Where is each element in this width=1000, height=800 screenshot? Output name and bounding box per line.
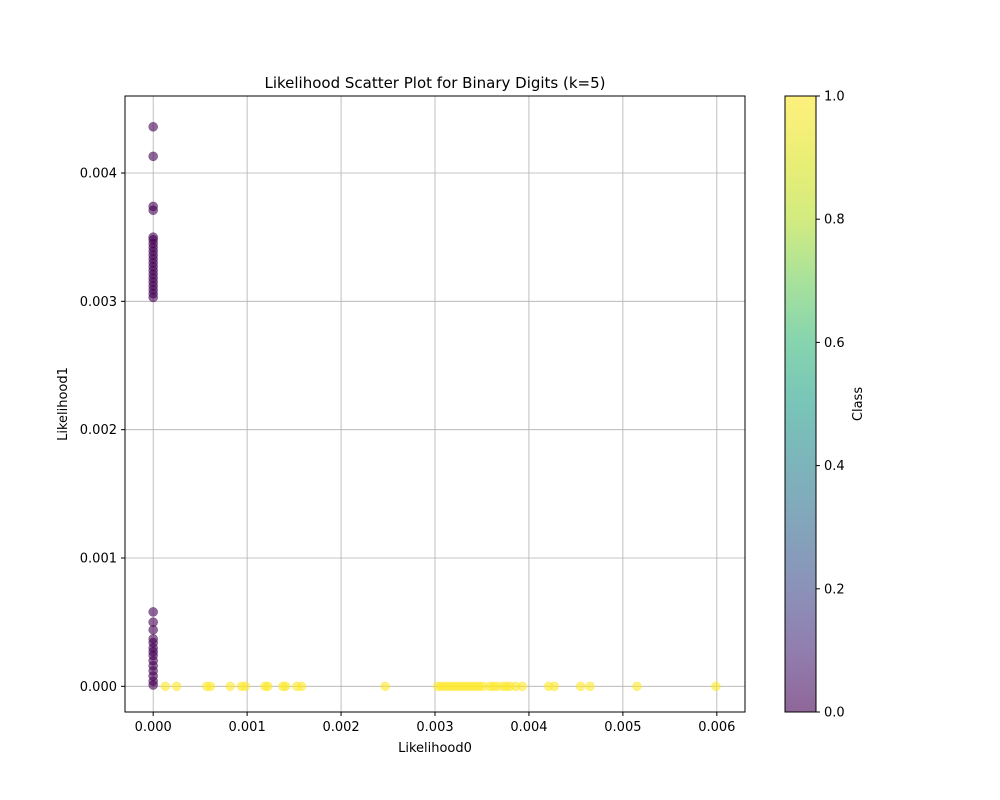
- y-tick-label: 0.003: [80, 295, 117, 310]
- scatter-point-class-0: [148, 680, 158, 690]
- colorbar: 0.0 0.2 0.4 0.6 0.8 1.0 Class: [784, 90, 866, 721]
- x-tick-label: 0.001: [229, 720, 266, 735]
- plot-area: 0.000 0.001 0.002 0.003 0.004 0.005 0.006 0.00…: [80, 95, 746, 735]
- colorbar-tick-label: 0.8: [824, 213, 845, 228]
- scatter-point-class-1: [160, 681, 171, 692]
- scatter-point-class-1: [263, 681, 273, 692]
- x-axis-label: Likelihood0: [398, 741, 472, 756]
- scatter-point-class-0: [148, 122, 158, 132]
- scatter-point-class-0: [148, 205, 158, 215]
- x-tick-label: 0.003: [416, 720, 453, 735]
- colorbar-tick-label: 0.4: [824, 459, 845, 474]
- scatter-point-class-1: [585, 681, 595, 692]
- scatter-points: [148, 122, 721, 692]
- y-axis-label: Likelihood1: [56, 367, 71, 441]
- colorbar-tick-label: 0.2: [824, 582, 845, 597]
- colorbar-label: Class: [851, 387, 866, 421]
- y-tick-label: 0.004: [80, 167, 117, 182]
- scatter-point-class-1: [240, 681, 250, 692]
- colorbar-frame: [784, 95, 817, 713]
- y-axis-ticks: 0.000 0.001 0.002 0.003 0.004: [80, 167, 125, 695]
- scatter-point-class-1: [549, 681, 560, 692]
- x-tick-label: 0.005: [604, 720, 641, 735]
- y-tick-label: 0.001: [80, 552, 117, 567]
- x-axis-ticks: 0.000 0.001 0.002 0.003 0.004 0.005 0.006: [135, 712, 735, 735]
- y-tick-label: 0.000: [80, 680, 117, 695]
- y-gridlines: [125, 172, 745, 687]
- scatter-point-class-1: [517, 681, 528, 692]
- x-tick-label: 0.000: [135, 720, 172, 735]
- scatter-point-class-1: [380, 681, 390, 692]
- x-tick-label: 0.004: [510, 720, 547, 735]
- chart-title: Likelihood Scatter Plot for Binary Digit…: [264, 74, 605, 92]
- x-gridlines: [152, 96, 718, 712]
- scatter-point-class-0: [148, 625, 158, 635]
- scatter-point-class-1: [575, 681, 586, 692]
- scatter-point-class-1: [280, 681, 291, 692]
- scatter-point-class-1: [225, 681, 235, 692]
- scatter-point-class-1: [205, 681, 216, 692]
- scatter-point-class-1: [711, 681, 721, 692]
- x-tick-label: 0.002: [322, 720, 359, 735]
- colorbar-tick-label: 0.6: [824, 336, 845, 351]
- colorbar-ticks: 0.0 0.2 0.4 0.6 0.8 1.0: [816, 90, 845, 721]
- colorbar-tick-label: 0.0: [824, 706, 845, 721]
- scatter-point-class-1: [632, 681, 642, 692]
- colorbar-gradient: [785, 96, 816, 712]
- scatter-point-class-0: [148, 151, 158, 162]
- scatter-point-class-1: [296, 681, 307, 692]
- scatter-point-class-0: [148, 292, 158, 303]
- scatter-point-class-0: [148, 607, 158, 617]
- scatter-point-class-1: [171, 681, 182, 692]
- colorbar-tick-label: 1.0: [824, 90, 845, 105]
- y-tick-label: 0.002: [80, 423, 117, 438]
- x-tick-label: 0.006: [698, 720, 735, 735]
